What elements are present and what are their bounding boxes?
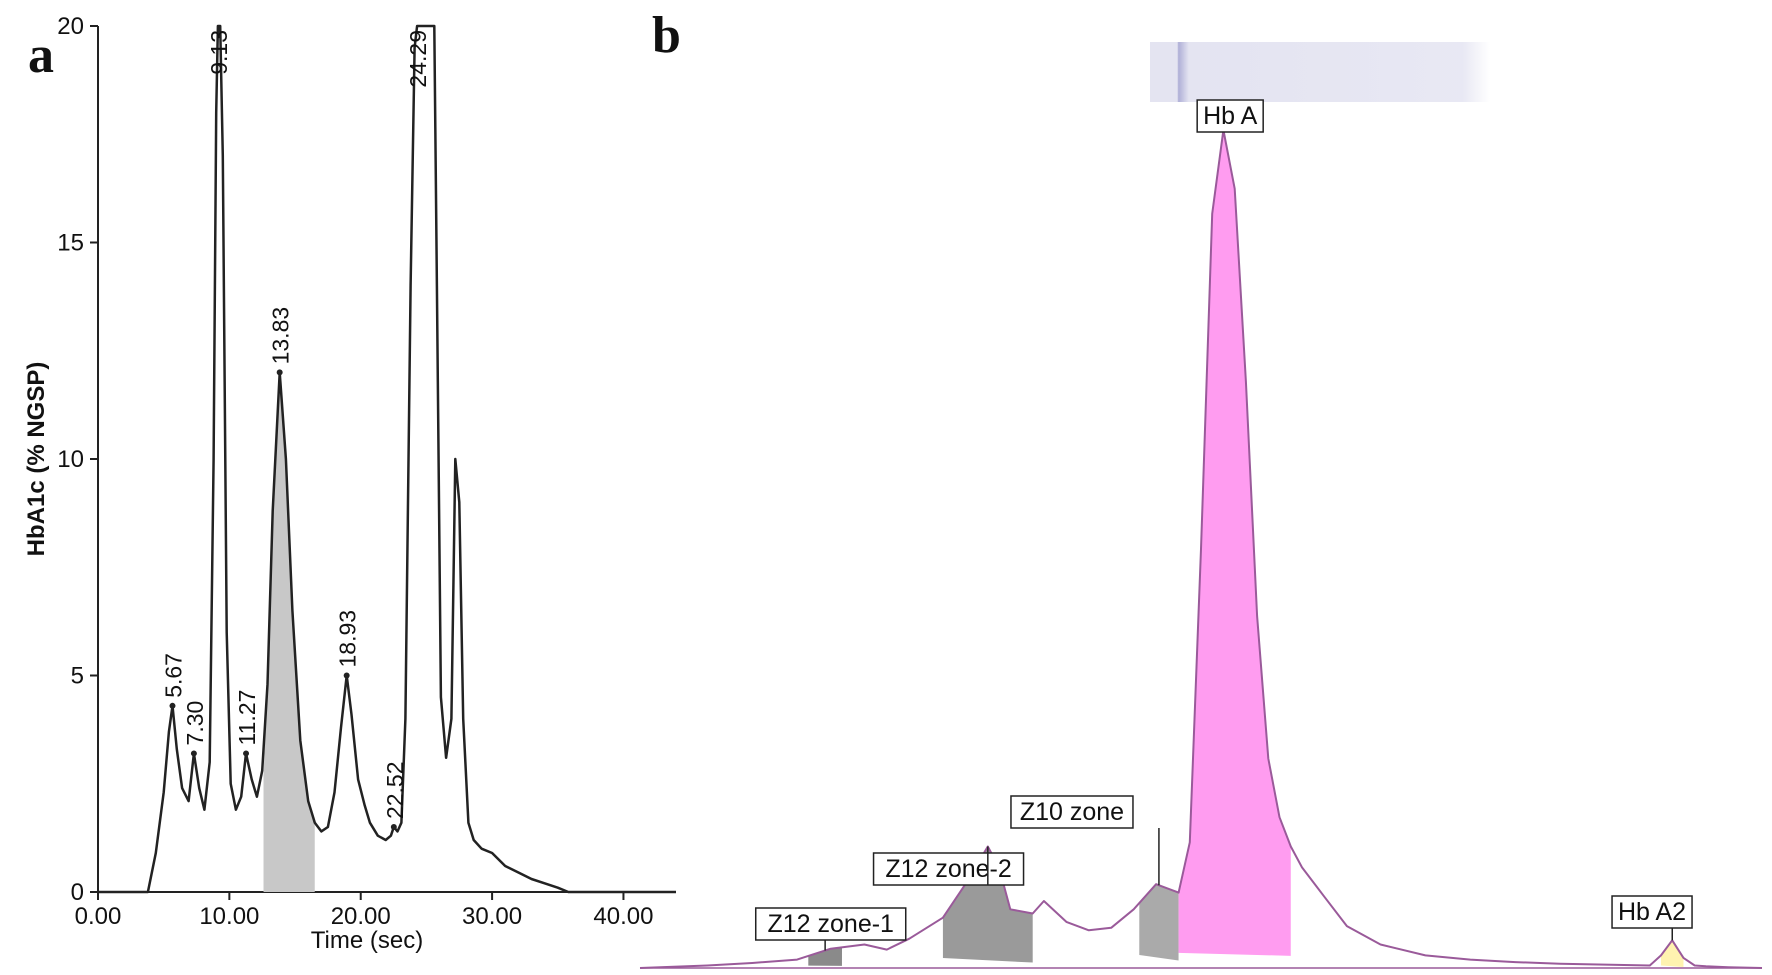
zone-label: Z12 zone-1 xyxy=(768,910,894,938)
peak-marker xyxy=(343,672,350,679)
zone-label: Z12 zone-2 xyxy=(885,855,1011,883)
zone-label-box xyxy=(754,907,907,941)
electropherogram-trace xyxy=(639,129,1763,969)
x-axis-label: Time (sec) xyxy=(311,927,423,954)
peak-marker xyxy=(390,824,397,831)
y-tick-label: 5 xyxy=(71,663,84,690)
x-tick-label: 10.00 xyxy=(199,903,259,930)
peak-label: 18.93 xyxy=(335,610,361,668)
x-tick-label: 0.00 xyxy=(75,903,122,930)
zone-label-box xyxy=(1196,99,1264,133)
peak-label: 7.30 xyxy=(182,701,208,746)
zone-label: Hb A xyxy=(1203,102,1258,130)
peak-label: 9.13 xyxy=(206,30,232,75)
zone-fill xyxy=(808,947,842,966)
gel-band-strip xyxy=(1150,42,1490,102)
zone-fill xyxy=(1661,940,1684,967)
hba1c-shaded-area xyxy=(263,372,315,892)
panel-label-b: b xyxy=(652,7,681,64)
x-tick-label: 40.00 xyxy=(593,903,653,930)
chart-a: 0.00 10.00 20.00 30.00 40.00 0 5 10 15 20 Time (se… xyxy=(23,13,676,954)
chromatogram-trace xyxy=(98,24,676,894)
zone-label-box xyxy=(1010,795,1134,829)
peak-marker xyxy=(190,750,197,757)
y-tick-label: 20 xyxy=(57,13,84,40)
y-tick-label: 15 xyxy=(57,230,84,257)
peak-label: 11.27 xyxy=(234,690,260,746)
panel-label-a: a xyxy=(28,27,54,84)
x-tick-label: 30.00 xyxy=(462,903,522,930)
peak-label: 13.83 xyxy=(268,307,294,365)
zone-fill xyxy=(942,846,1033,963)
peak-marker xyxy=(243,750,250,757)
peak-marker xyxy=(169,702,176,709)
x-tick-label: 20.00 xyxy=(331,903,391,930)
zone-label: Hb A2 xyxy=(1618,898,1686,926)
zone-fill xyxy=(1178,130,1291,956)
peak-label: 5.67 xyxy=(160,653,186,698)
zone-fill xyxy=(1139,884,1179,961)
zone-label: Z10 zone xyxy=(1020,798,1124,826)
y-axis-label: HbA1c (% NGSP) xyxy=(23,362,50,557)
zone-label-box xyxy=(1611,895,1693,929)
chart-b: Z12 zone-1 Z12 zone-2 Z10 zone Hb A Hb A2 xyxy=(639,42,1763,969)
zone-label-box xyxy=(872,852,1025,886)
y-tick-label: 0 xyxy=(71,879,84,906)
peak-label: 24.29 xyxy=(405,30,431,88)
peak-label: 22.52 xyxy=(382,761,408,819)
y-tick-label: 10 xyxy=(57,446,84,473)
peak-marker xyxy=(276,369,283,376)
